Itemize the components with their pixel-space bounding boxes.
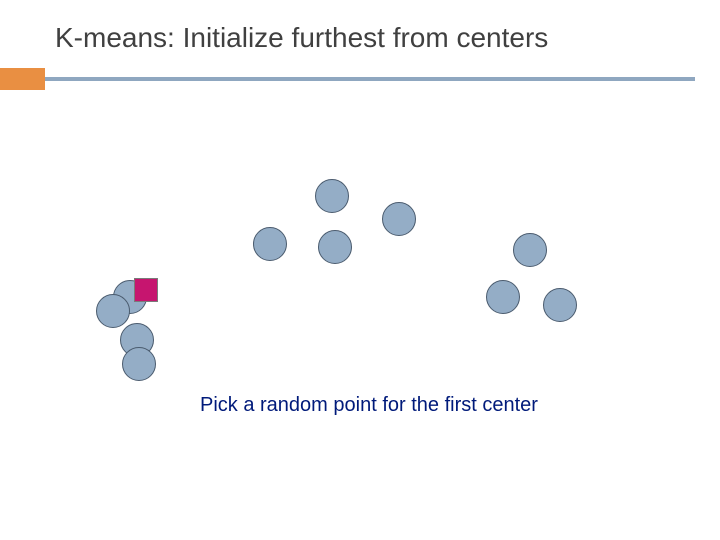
data-point	[543, 288, 577, 322]
caption-text: Pick a random point for the first center	[200, 394, 538, 417]
slide: K-means: Initialize furthest from center…	[0, 0, 720, 540]
data-point	[382, 202, 416, 236]
data-point	[122, 347, 156, 381]
selected-center-marker	[134, 278, 158, 302]
accent-block	[0, 68, 45, 90]
data-point	[513, 233, 547, 267]
data-point	[253, 227, 287, 261]
data-point	[315, 179, 349, 213]
page-title: K-means: Initialize furthest from center…	[55, 22, 548, 54]
data-point	[96, 294, 130, 328]
data-point	[486, 280, 520, 314]
horizontal-rule	[45, 77, 695, 81]
data-point	[318, 230, 352, 264]
